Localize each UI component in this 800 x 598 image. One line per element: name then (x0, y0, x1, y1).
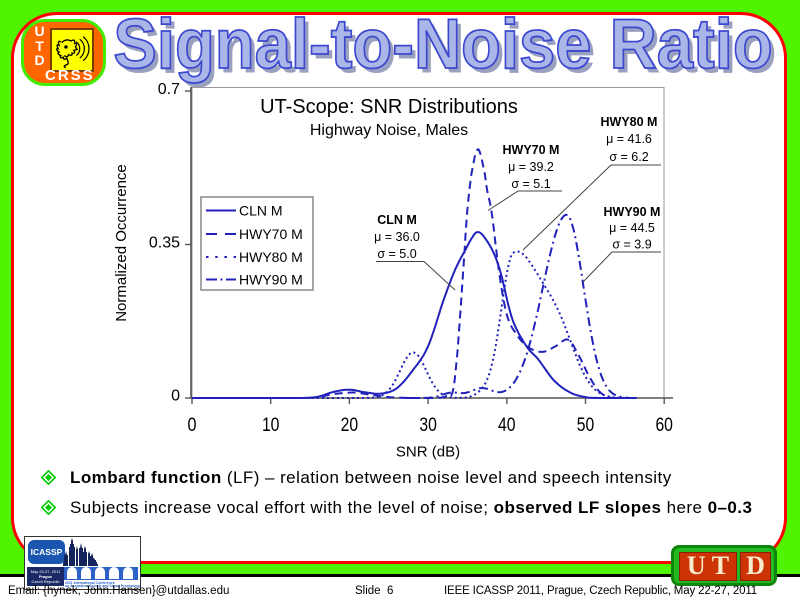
svg-text:0.35: 0.35 (149, 235, 180, 252)
svg-text:σ = 5.0: σ = 5.0 (377, 247, 416, 261)
svg-text:40: 40 (498, 415, 516, 436)
svg-text:HWY90 M: HWY90 M (604, 205, 661, 219)
svg-text:HWY90 M: HWY90 M (239, 272, 303, 288)
svg-text:σ = 5.1: σ = 5.1 (511, 177, 550, 191)
svg-text:CLN M: CLN M (239, 203, 283, 219)
svg-text:0.7: 0.7 (158, 81, 180, 98)
svg-text:Normalized Occurrence: Normalized Occurrence (113, 164, 130, 322)
svg-text:CLN M: CLN M (377, 213, 417, 227)
svg-text:HWY70 M: HWY70 M (503, 143, 560, 157)
svg-text:Highway Noise, Males: Highway Noise, Males (310, 122, 468, 139)
svg-text:10: 10 (262, 415, 280, 436)
svg-text:0: 0 (171, 388, 180, 405)
svg-text:HWY70 M: HWY70 M (239, 226, 303, 242)
svg-text:20: 20 (341, 415, 359, 436)
svg-text:SNR (dB): SNR (dB) (396, 444, 460, 461)
svg-text:30: 30 (419, 415, 437, 436)
svg-text:50: 50 (577, 415, 595, 436)
svg-text:μ = 36.0: μ = 36.0 (374, 230, 420, 244)
svg-text:HWY80 M: HWY80 M (601, 115, 658, 129)
svg-text:HWY80 M: HWY80 M (239, 249, 303, 265)
svg-text:σ = 6.2: σ = 6.2 (609, 150, 648, 164)
svg-text:0: 0 (188, 415, 197, 436)
svg-text:μ = 44.5: μ = 44.5 (609, 221, 655, 235)
svg-text:μ = 41.6: μ = 41.6 (606, 132, 652, 146)
svg-text:UT-Scope: SNR Distributions: UT-Scope: SNR Distributions (260, 96, 518, 118)
svg-text:μ = 39.2: μ = 39.2 (508, 160, 554, 174)
svg-text:60: 60 (655, 415, 673, 436)
svg-text:σ = 3.9: σ = 3.9 (612, 238, 651, 252)
